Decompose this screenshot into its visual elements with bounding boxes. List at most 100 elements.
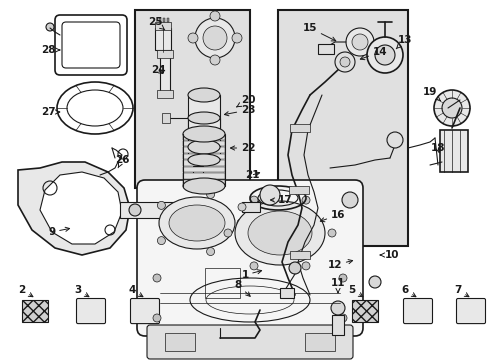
Text: 15: 15 — [302, 23, 335, 41]
Bar — [183, 166, 224, 172]
Circle shape — [330, 301, 345, 315]
Text: 11: 11 — [330, 278, 345, 293]
Circle shape — [339, 57, 349, 67]
Circle shape — [231, 33, 242, 43]
Circle shape — [366, 37, 402, 73]
Text: 23: 23 — [224, 105, 255, 116]
Text: 24: 24 — [150, 65, 165, 75]
FancyBboxPatch shape — [137, 180, 362, 336]
Circle shape — [129, 204, 141, 216]
Circle shape — [153, 274, 161, 282]
Circle shape — [224, 229, 231, 237]
Bar — [135, 10, 249, 188]
Bar — [280, 288, 293, 298]
Bar — [317, 44, 333, 54]
Text: 9: 9 — [48, 227, 69, 237]
Bar — [163, 18, 164, 22]
Bar — [183, 180, 224, 185]
Circle shape — [374, 45, 394, 65]
Bar — [439, 130, 467, 172]
Bar — [162, 113, 170, 123]
Bar — [183, 153, 224, 159]
Polygon shape — [18, 162, 130, 255]
Circle shape — [187, 33, 198, 43]
Circle shape — [433, 90, 469, 126]
Text: 14: 14 — [360, 47, 386, 60]
Bar — [187, 118, 220, 160]
Text: 22: 22 — [230, 143, 255, 153]
Circle shape — [351, 34, 367, 50]
Text: 20: 20 — [236, 95, 255, 107]
Bar — [155, 22, 171, 30]
Bar — [183, 134, 224, 140]
Bar — [167, 18, 169, 22]
Circle shape — [209, 11, 220, 21]
Ellipse shape — [187, 140, 220, 154]
Bar — [288, 186, 308, 194]
Text: 28: 28 — [41, 45, 60, 55]
Text: 3: 3 — [74, 285, 89, 297]
Ellipse shape — [187, 88, 220, 102]
Circle shape — [302, 262, 309, 270]
Bar — [193, 166, 203, 180]
Bar — [305, 333, 334, 351]
Text: 2: 2 — [19, 285, 33, 297]
Circle shape — [368, 276, 380, 288]
Ellipse shape — [187, 112, 220, 124]
Text: 7: 7 — [453, 285, 468, 297]
Text: 21: 21 — [244, 170, 259, 180]
Bar — [160, 55, 170, 93]
Ellipse shape — [183, 178, 224, 194]
Circle shape — [196, 147, 212, 163]
Bar — [183, 160, 224, 166]
Text: 6: 6 — [401, 285, 415, 297]
Circle shape — [203, 26, 226, 50]
Circle shape — [288, 262, 301, 274]
Circle shape — [238, 203, 245, 211]
Text: 1: 1 — [241, 270, 261, 280]
Bar — [183, 173, 224, 179]
FancyBboxPatch shape — [76, 298, 105, 324]
FancyBboxPatch shape — [130, 298, 159, 324]
Circle shape — [327, 229, 335, 237]
Circle shape — [302, 196, 309, 204]
Text: 5: 5 — [347, 285, 362, 297]
Bar — [331, 315, 343, 335]
Circle shape — [346, 28, 373, 56]
Circle shape — [157, 237, 165, 245]
Circle shape — [206, 190, 214, 198]
Circle shape — [153, 314, 161, 322]
Text: 12: 12 — [327, 260, 352, 270]
Bar — [289, 124, 309, 132]
Bar — [289, 251, 309, 259]
Circle shape — [249, 262, 258, 270]
Bar — [164, 333, 195, 351]
Text: 25: 25 — [147, 17, 164, 30]
Circle shape — [386, 132, 402, 148]
Circle shape — [209, 55, 220, 65]
Circle shape — [195, 18, 235, 58]
Circle shape — [237, 219, 244, 227]
Text: 8: 8 — [234, 280, 250, 296]
Circle shape — [46, 23, 54, 31]
Bar — [22, 300, 48, 322]
Ellipse shape — [247, 211, 311, 255]
Circle shape — [334, 52, 354, 72]
Bar — [159, 18, 161, 22]
Text: 18: 18 — [430, 143, 445, 153]
Bar — [183, 140, 224, 146]
Text: 10: 10 — [380, 250, 398, 260]
Circle shape — [260, 185, 280, 205]
Ellipse shape — [198, 159, 209, 165]
Text: 26: 26 — [115, 155, 129, 168]
Bar — [183, 147, 224, 153]
Text: 27: 27 — [41, 107, 60, 117]
Circle shape — [441, 98, 461, 118]
Bar — [242, 202, 260, 212]
FancyBboxPatch shape — [147, 325, 352, 359]
Bar — [120, 202, 175, 218]
Bar — [187, 95, 220, 147]
FancyBboxPatch shape — [456, 298, 485, 324]
Ellipse shape — [187, 154, 220, 166]
Ellipse shape — [159, 197, 235, 249]
